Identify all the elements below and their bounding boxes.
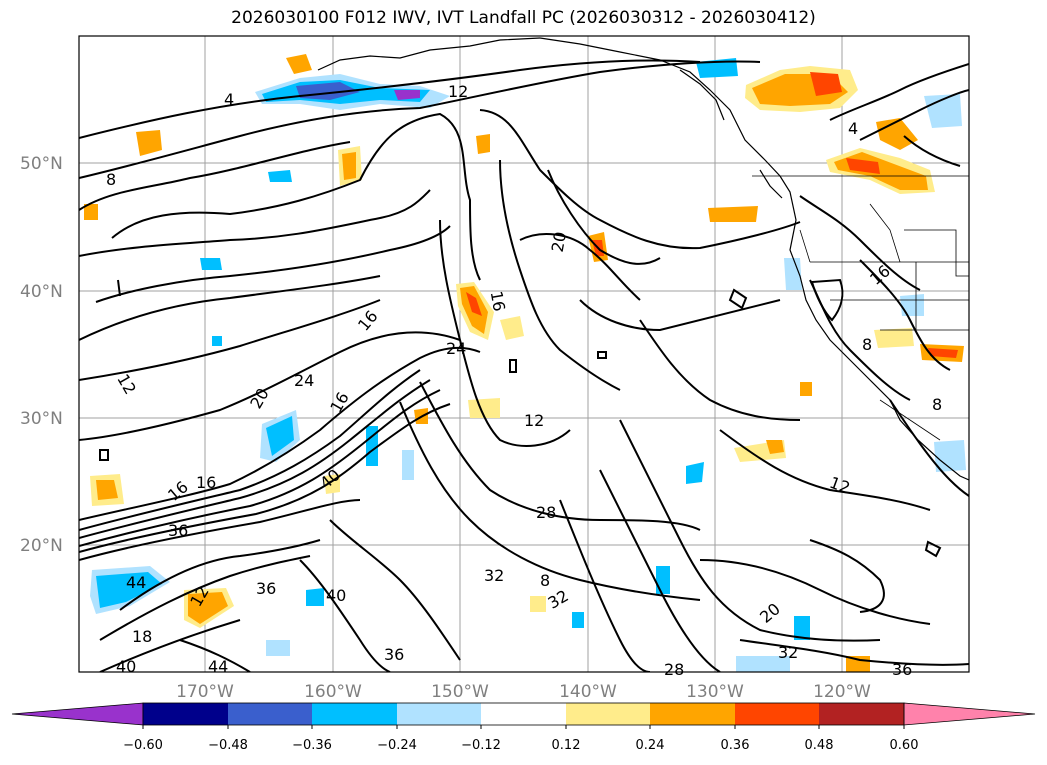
contour-label: 4 <box>848 119 858 138</box>
colorbar-extend-high <box>903 702 1036 726</box>
lon-label: 150°W <box>431 682 489 702</box>
contour-label: 8 <box>106 170 116 189</box>
map-frame <box>79 36 969 672</box>
colorbar-tick-label: 0.12 <box>552 738 581 753</box>
iwv-contours <box>79 59 969 672</box>
colorbar-segment <box>228 703 312 725</box>
contour-label: 36 <box>892 660 912 679</box>
contour-label: 36 <box>256 579 276 598</box>
lon-label: 130°W <box>686 682 744 702</box>
lat-label: 40°N <box>20 282 63 302</box>
colorbar-tick-label: −0.12 <box>461 738 501 753</box>
contour-label: 32 <box>484 566 504 585</box>
shaded-field <box>84 54 966 672</box>
contour-label: 18 <box>132 627 152 646</box>
contour-label: 8 <box>540 571 550 590</box>
colorbar-tick-label: 0.48 <box>805 738 834 753</box>
contour-label: 4 <box>224 90 234 109</box>
contour-label: 40 <box>116 657 136 676</box>
colorbar-tick-label: 0.24 <box>636 738 665 753</box>
colorbar-segment <box>481 703 566 725</box>
colorbar-tick-label: 0.36 <box>721 738 750 753</box>
colorbar-tick-label: −0.24 <box>377 738 417 753</box>
colorbar-segment <box>819 703 904 725</box>
contour-label: 44 <box>208 657 228 676</box>
lat-label: 20°N <box>20 536 63 556</box>
contour-label: 44 <box>126 573 146 592</box>
colorbar-ticks <box>142 725 905 729</box>
colorbar: −0.60 −0.48 −0.36 −0.24 −0.12 0.12 0.24 … <box>11 702 1036 753</box>
lon-label: 160°W <box>304 682 362 702</box>
contour-label: 28 <box>664 660 684 679</box>
contour-label: 32 <box>778 643 798 662</box>
contour-label: 36 <box>168 521 188 540</box>
colorbar-outline <box>142 702 905 726</box>
colorbar-segment <box>735 703 819 725</box>
coastlines <box>317 37 969 481</box>
contour-label: 24 <box>294 371 314 390</box>
colorbar-segment <box>650 703 735 725</box>
contour-label: 12 <box>524 411 544 430</box>
contour-label: 20 <box>548 230 570 253</box>
contour-label: 24 <box>446 339 466 358</box>
contour-label: 16 <box>196 473 216 492</box>
longitude-labels: 170°W 160°W 150°W 140°W 130°W 120°W <box>176 682 871 702</box>
contour-label: 8 <box>862 335 872 354</box>
colorbar-tick-label: 0.60 <box>890 738 919 753</box>
contour-label: 28 <box>536 503 556 522</box>
lat-label: 30°N <box>20 409 63 429</box>
colorbar-segment <box>312 703 397 725</box>
colorbar-segment <box>566 703 650 725</box>
map-border <box>78 35 970 673</box>
latitude-labels: 50°N 40°N 30°N 20°N <box>20 154 63 556</box>
lon-label: 170°W <box>176 682 234 702</box>
map-title: 2026030100 F012 IWV, IVT Landfall PC (20… <box>231 8 816 28</box>
colorbar-tick-label: −0.60 <box>123 738 163 753</box>
contour-label: 36 <box>384 645 404 664</box>
colorbar-tick-label: −0.36 <box>292 738 332 753</box>
colorbar-tick-label: −0.48 <box>208 738 248 753</box>
lon-label: 120°W <box>813 682 871 702</box>
colorbar-segment <box>143 703 228 725</box>
contour-label: 40 <box>326 586 346 605</box>
colorbar-extend-low <box>11 702 144 726</box>
contour-label: 8 <box>932 395 942 414</box>
lon-label: 140°W <box>559 682 617 702</box>
contour-label: 12 <box>448 82 468 101</box>
colorbar-segment <box>397 703 481 725</box>
contour-label: 16 <box>487 290 509 313</box>
lat-label: 50°N <box>20 154 63 174</box>
